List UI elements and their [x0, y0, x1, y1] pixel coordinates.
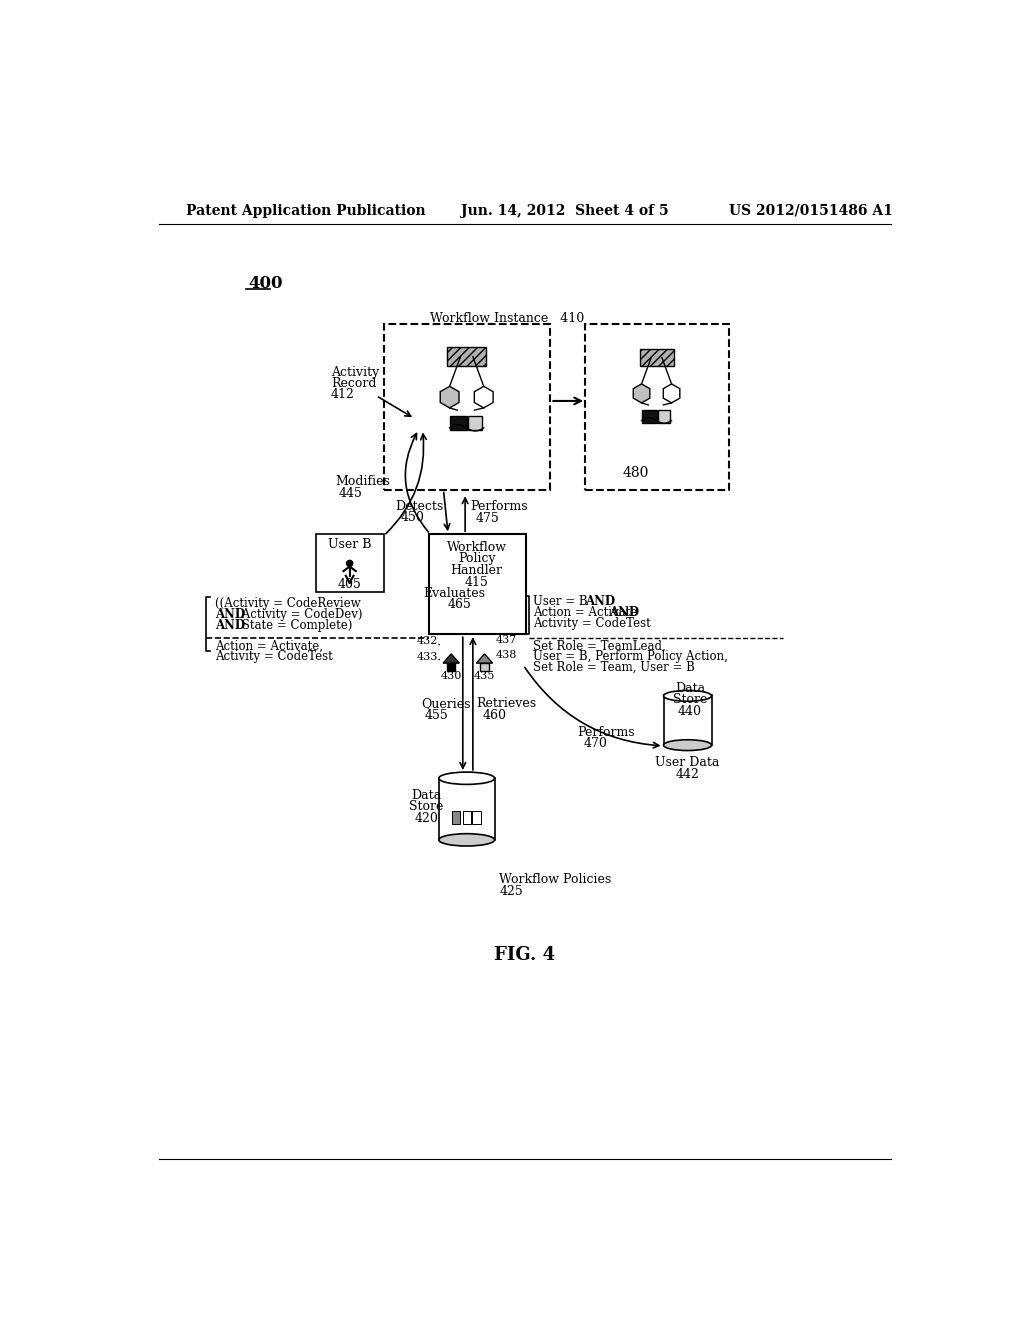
- Text: Performs: Performs: [578, 726, 635, 739]
- Text: Data: Data: [675, 681, 705, 694]
- Bar: [450, 416, 467, 430]
- Text: 470: 470: [584, 737, 607, 750]
- Text: User = B, Perform Policy Action,: User = B, Perform Policy Action,: [534, 649, 728, 663]
- Text: AND: AND: [215, 607, 245, 620]
- Text: 450: 450: [400, 511, 425, 524]
- Text: Handler: Handler: [451, 564, 503, 577]
- Text: 445: 445: [339, 487, 362, 500]
- Text: Activity = CodeTest: Activity = CodeTest: [215, 649, 333, 663]
- Polygon shape: [633, 384, 650, 403]
- Bar: [429, 535, 525, 635]
- Text: 440: 440: [678, 705, 701, 718]
- Polygon shape: [476, 653, 493, 663]
- Text: 442: 442: [676, 768, 699, 781]
- Text: 438: 438: [496, 649, 517, 660]
- Text: Retrieves: Retrieves: [477, 697, 537, 710]
- Ellipse shape: [664, 690, 712, 701]
- Text: Data: Data: [412, 788, 441, 801]
- Bar: [480, 663, 488, 671]
- Text: Evaluates: Evaluates: [423, 587, 485, 601]
- Text: Patent Application Publication: Patent Application Publication: [186, 203, 426, 218]
- Bar: [664, 696, 712, 744]
- Polygon shape: [440, 387, 459, 408]
- Text: User Data: User Data: [655, 756, 720, 770]
- Text: 425: 425: [500, 884, 523, 898]
- Text: ((Activity = CodeReview: ((Activity = CodeReview: [215, 597, 360, 610]
- Text: Set Role = TeamLead,: Set Role = TeamLead,: [534, 639, 666, 652]
- Text: 412: 412: [331, 388, 355, 400]
- Text: FIG. 4: FIG. 4: [495, 946, 555, 965]
- Bar: [438, 779, 495, 840]
- Bar: [657, 411, 670, 422]
- Polygon shape: [443, 653, 460, 663]
- Text: Activity = CodeDev): Activity = CodeDev): [238, 607, 362, 620]
- Text: 480: 480: [623, 466, 649, 479]
- Polygon shape: [664, 384, 680, 403]
- Text: Activity = CodeTest: Activity = CodeTest: [534, 616, 651, 630]
- Text: 430: 430: [440, 671, 462, 681]
- Text: Modifies: Modifies: [336, 475, 390, 488]
- Text: 465: 465: [447, 598, 472, 611]
- Text: User = B: User = B: [534, 595, 592, 609]
- Text: 415: 415: [465, 576, 488, 589]
- Text: Action = Activate: Action = Activate: [534, 606, 641, 619]
- Text: Action = Activate,: Action = Activate,: [215, 639, 323, 652]
- Text: Set Role = Team, User = B: Set Role = Team, User = B: [534, 661, 695, 675]
- Bar: [642, 411, 656, 422]
- Bar: [384, 323, 550, 490]
- Ellipse shape: [664, 739, 712, 751]
- Bar: [463, 810, 471, 825]
- Text: 405: 405: [338, 578, 361, 591]
- Text: Policy: Policy: [458, 552, 496, 565]
- Text: Detects: Detects: [395, 500, 443, 513]
- Circle shape: [346, 560, 352, 566]
- Text: 437: 437: [496, 635, 516, 644]
- Bar: [586, 323, 729, 490]
- Ellipse shape: [438, 772, 495, 784]
- Bar: [640, 350, 674, 367]
- Bar: [468, 416, 482, 430]
- Text: 433: 433: [417, 652, 438, 663]
- Bar: [447, 663, 456, 671]
- Text: Performs: Performs: [471, 500, 528, 513]
- Text: 420: 420: [415, 812, 438, 825]
- Text: AND: AND: [609, 606, 639, 619]
- Bar: [447, 347, 486, 367]
- Text: 432: 432: [417, 636, 438, 647]
- Text: Store: Store: [673, 693, 707, 706]
- Text: AND: AND: [215, 619, 245, 631]
- Text: State = Complete): State = Complete): [238, 619, 352, 631]
- Text: 460: 460: [482, 709, 506, 722]
- Bar: [472, 810, 480, 825]
- Text: User B: User B: [328, 539, 372, 552]
- Bar: [452, 810, 461, 825]
- Text: Workflow: Workflow: [446, 541, 507, 554]
- Text: AND: AND: [586, 595, 615, 609]
- Bar: [447, 347, 486, 367]
- Polygon shape: [474, 387, 494, 408]
- Text: Jun. 14, 2012  Sheet 4 of 5: Jun. 14, 2012 Sheet 4 of 5: [461, 203, 669, 218]
- Text: Store: Store: [410, 800, 443, 813]
- Bar: [640, 350, 674, 367]
- Text: Workflow Instance   410: Workflow Instance 410: [430, 312, 585, 325]
- Text: 400: 400: [248, 275, 283, 292]
- Text: Queries: Queries: [421, 697, 470, 710]
- Ellipse shape: [438, 834, 495, 846]
- Text: Workflow Policies: Workflow Policies: [500, 874, 611, 887]
- Bar: [315, 535, 384, 591]
- Text: Activity: Activity: [331, 366, 379, 379]
- Text: US 2012/0151486 A1: US 2012/0151486 A1: [729, 203, 893, 218]
- Text: 435: 435: [474, 671, 496, 681]
- Text: Record: Record: [331, 376, 377, 389]
- Text: 455: 455: [425, 709, 449, 722]
- Text: 475: 475: [475, 512, 499, 525]
